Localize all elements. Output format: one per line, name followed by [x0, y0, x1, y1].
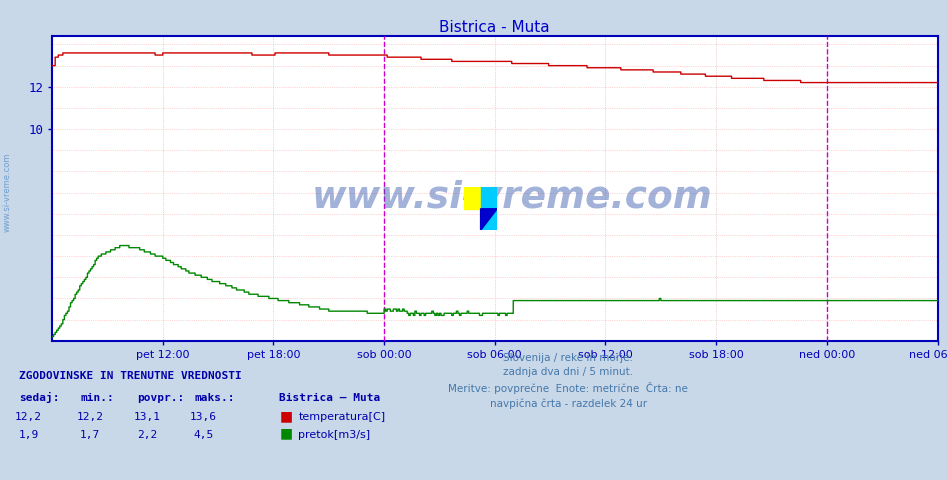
Text: Bistrica – Muta: Bistrica – Muta	[279, 393, 381, 403]
Text: 1,9: 1,9	[18, 430, 39, 440]
Polygon shape	[481, 209, 497, 230]
Text: www.si-vreme.com: www.si-vreme.com	[313, 180, 713, 216]
Text: ZGODOVINSKE IN TRENUTNE VREDNOSTI: ZGODOVINSKE IN TRENUTNE VREDNOSTI	[19, 371, 241, 381]
Text: 1,7: 1,7	[80, 430, 100, 440]
Text: 2,2: 2,2	[136, 430, 157, 440]
Bar	[481, 187, 497, 209]
Text: 13,6: 13,6	[190, 412, 217, 422]
Text: min.:: min.:	[80, 393, 115, 403]
Polygon shape	[481, 209, 497, 230]
Title: Bistrica - Muta: Bistrica - Muta	[439, 20, 550, 35]
Text: sedaj:: sedaj:	[19, 392, 60, 403]
Text: 12,2: 12,2	[77, 412, 103, 422]
Text: 4,5: 4,5	[193, 430, 214, 440]
Text: ■: ■	[279, 427, 293, 441]
Bar	[481, 209, 497, 230]
Bar	[464, 187, 481, 209]
Text: maks.:: maks.:	[194, 393, 235, 403]
Text: temperatura[C]: temperatura[C]	[298, 412, 385, 422]
Text: Slovenija / reke in morje.
zadnja dva dni / 5 minut.
Meritve: povprečne  Enote: : Slovenija / reke in morje. zadnja dva dn…	[448, 353, 688, 408]
Text: pretok[m3/s]: pretok[m3/s]	[298, 430, 370, 440]
Text: www.si-vreme.com: www.si-vreme.com	[3, 152, 12, 232]
Text: 12,2: 12,2	[15, 412, 42, 422]
Text: ■: ■	[279, 409, 293, 423]
Text: 13,1: 13,1	[134, 412, 160, 422]
Text: povpr.:: povpr.:	[137, 393, 185, 403]
